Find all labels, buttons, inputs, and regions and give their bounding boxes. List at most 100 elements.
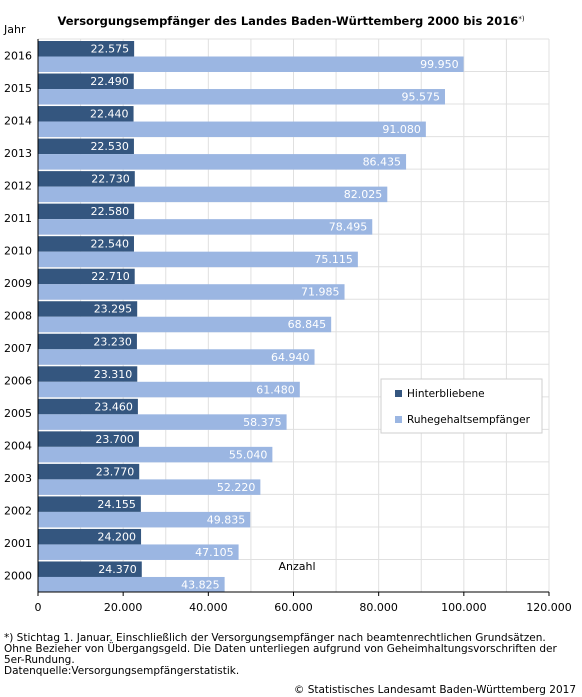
chart-title: Versorgungsempfänger des Landes Baden-Wü… <box>0 14 582 28</box>
y-tick-label: 2006 <box>4 375 32 388</box>
data-label: 43.825 <box>181 578 220 591</box>
y-tick-label: 2001 <box>4 537 32 550</box>
data-label: 22.730 <box>91 173 130 186</box>
y-tick-label: 2002 <box>4 505 32 518</box>
bar-ruhegehaltsempfaenger-2008 <box>38 316 332 333</box>
y-tick-label: 2010 <box>4 244 32 257</box>
legend-swatch-ruhegehaltsempfaenger <box>395 416 402 423</box>
data-label: 23.310 <box>94 368 133 381</box>
legend-label-hinterbliebene: Hinterbliebene <box>407 388 485 400</box>
data-label: 71.985 <box>301 286 340 299</box>
y-axis-label: Jahr <box>3 23 26 36</box>
x-tick-label: 40.000 <box>189 601 228 614</box>
x-tick-labels: 0 20.000 40.000 60.000 80.000 100.000 120.000 <box>35 601 572 614</box>
bar-hinterbliebene-2007 <box>38 333 137 350</box>
bar-ruhegehaltsempfaenger-2006 <box>38 381 300 398</box>
data-label: 23.295 <box>94 303 133 316</box>
data-source: Datenquelle:Versorgungsempfängerstatisti… <box>4 665 240 677</box>
data-label: 23.700 <box>95 433 134 446</box>
bar-ruhegehaltsempfaenger-2002 <box>38 511 251 528</box>
y-tick-label: 2015 <box>4 82 32 95</box>
bar-hinterbliebene-2003 <box>38 463 140 480</box>
y-tick-label: 2004 <box>4 440 32 453</box>
title-footnote-mark: *) <box>518 15 525 23</box>
bar-ruhegehaltsempfaenger-2009 <box>38 284 345 300</box>
bar-ruhegehaltsempfaenger-2005 <box>38 414 287 430</box>
legend-box <box>380 378 543 434</box>
bar-ruhegehaltsempfaenger-2001 <box>38 544 239 560</box>
data-label: 22.710 <box>91 270 130 283</box>
bar-hinterbliebene-2012 <box>38 171 135 187</box>
y-tick-label: 2000 <box>4 570 32 583</box>
bar-hinterbliebene-2005 <box>38 398 138 415</box>
bar-ruhegehaltsempfaenger-2011 <box>38 219 373 235</box>
bar-hinterbliebene-2010 <box>38 236 134 252</box>
bar-hinterbliebene-2013 <box>38 138 134 155</box>
bar-ruhegehaltsempfaenger-2014 <box>38 121 426 138</box>
bar-ruhegehaltsempfaenger-2007 <box>38 349 315 365</box>
data-label: 68.845 <box>288 318 327 331</box>
footnote-line-3: 5er-Rundung. <box>4 654 75 666</box>
data-label: 78.495 <box>329 221 368 234</box>
bar-hinterbliebene-2011 <box>38 203 135 220</box>
legend-label-ruhegehaltsempfaenger: Ruhegehaltsempfänger <box>407 414 531 426</box>
bar-hinterbliebene-2002 <box>38 496 141 512</box>
copyright: © Statistisches Landesamt Baden-Württemb… <box>293 684 576 696</box>
bar-hinterbliebene-2000 <box>38 561 142 577</box>
y-tick-label: 2013 <box>4 147 32 160</box>
bar-hinterbliebene-2015 <box>38 73 134 90</box>
bar-ruhegehaltsempfaenger-2016 <box>38 56 464 72</box>
bar-ruhegehaltsempfaenger-2015 <box>38 89 445 105</box>
data-label: 24.370 <box>98 563 137 576</box>
legend-swatch-hinterbliebene <box>395 390 402 397</box>
data-label: 22.490 <box>90 75 129 88</box>
bar-ruhegehaltsempfaenger-2003 <box>38 479 261 495</box>
y-tick-label: 2005 <box>4 407 32 420</box>
data-label: 61.480 <box>256 383 295 396</box>
x-axis-label: Anzahl <box>278 560 315 573</box>
y-tick-label: 2011 <box>4 212 32 225</box>
bars <box>38 41 464 593</box>
y-tick-labels: 2016 2015 2014 2013 2012 2011 2010 2009 2008 2007… <box>4 49 32 582</box>
x-tick-label: 20.000 <box>104 601 143 614</box>
data-label: 24.155 <box>97 498 136 511</box>
data-label: 23.460 <box>94 400 133 413</box>
chart-title-text: Versorgungsempfänger des Landes Baden-Wü… <box>57 14 519 28</box>
y-tick-label: 2012 <box>4 179 32 192</box>
bar-ruhegehaltsempfaenger-2000 <box>38 576 225 593</box>
data-label: 22.575 <box>91 43 130 56</box>
data-label: 22.540 <box>90 238 129 251</box>
y-tick-label: 2014 <box>4 114 32 127</box>
x-tick-label: 100.000 <box>441 601 487 614</box>
axes <box>37 39 550 596</box>
bar-hinterbliebene-2016 <box>38 41 135 57</box>
bar-hinterbliebene-2004 <box>38 431 139 447</box>
data-label: 47.105 <box>195 546 234 559</box>
y-tick-label: 2003 <box>4 472 32 485</box>
y-tick-label: 2008 <box>4 310 32 323</box>
data-label: 95.575 <box>401 91 440 104</box>
data-label: 99.950 <box>420 58 459 71</box>
footnote-line-1: *) Stichtag 1. Januar. Einschließlich de… <box>4 632 546 644</box>
bar-ruhegehaltsempfaenger-2012 <box>38 186 388 203</box>
data-label: 23.230 <box>93 335 132 348</box>
x-tick-label: 120.000 <box>526 601 572 614</box>
value-labels: 22.575 99.950 22.490 95.575 22.440 91.080 22.5… <box>90 43 459 592</box>
x-tick-label: 60.000 <box>274 601 313 614</box>
data-label: 86.435 <box>363 156 402 169</box>
data-label: 22.580 <box>91 205 130 218</box>
data-label: 64.940 <box>271 351 310 364</box>
data-label: 49.835 <box>207 513 246 526</box>
bar-hinterbliebene-2008 <box>38 301 138 317</box>
bar-hinterbliebene-2014 <box>38 106 134 122</box>
bar-hinterbliebene-2001 <box>38 528 142 545</box>
data-label: 22.530 <box>90 140 129 153</box>
data-label: 22.440 <box>90 108 129 121</box>
x-tick-label: 80.000 <box>359 601 398 614</box>
bar-ruhegehaltsempfaenger-2013 <box>38 154 407 170</box>
y-tick-label: 2007 <box>4 342 32 355</box>
y-tick-label: 2009 <box>4 277 32 290</box>
data-label: 55.040 <box>229 448 268 461</box>
y-tick-label: 2016 <box>4 49 32 62</box>
